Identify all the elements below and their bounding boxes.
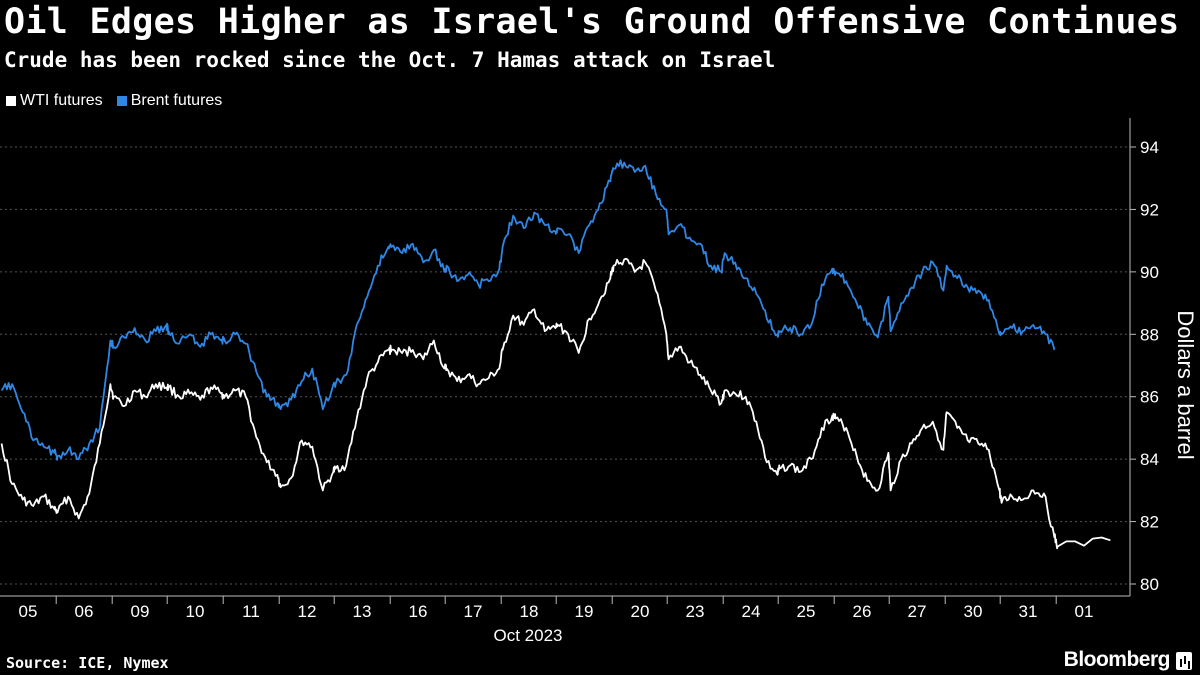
- legend-label-wti: WTI futures: [20, 92, 103, 109]
- x-tick-label: 25: [797, 602, 816, 621]
- x-tick-label: 27: [908, 602, 927, 621]
- x-tick-label: 31: [1019, 602, 1038, 621]
- y-tick-label: 92: [1140, 200, 1159, 219]
- legend-label-brent: Brent futures: [130, 92, 223, 109]
- legend-item-brent: Brent futures: [116, 92, 223, 110]
- series-line-wti: [0, 257, 1111, 550]
- x-tick-label: 10: [186, 602, 205, 621]
- y-tick-label: 90: [1140, 263, 1159, 282]
- legend-swatch-wti: [6, 96, 16, 106]
- x-tick-label: 24: [742, 602, 761, 621]
- y-axis-title: Dollars a barrel: [1173, 310, 1198, 459]
- x-tick-label: 09: [131, 602, 150, 621]
- bloomberg-chart-icon: [1176, 652, 1192, 670]
- x-tick-label: 26: [853, 602, 872, 621]
- x-tick-label: 12: [298, 602, 317, 621]
- x-tick-label: 23: [686, 602, 705, 621]
- x-tick-label: 06: [75, 602, 94, 621]
- x-tick-label: 05: [19, 602, 38, 621]
- x-tick-label: 19: [575, 602, 594, 621]
- x-tick-label: 18: [520, 602, 539, 621]
- x-tick-label: 30: [964, 602, 983, 621]
- x-tick-label: 20: [631, 602, 650, 621]
- chart-title: Oil Edges Higher as Israel's Ground Offe…: [4, 2, 1180, 42]
- chart-subtitle: Crude has been rocked since the Oct. 7 H…: [4, 48, 776, 72]
- x-axis-label: Oct 2023: [494, 626, 563, 645]
- y-tick-label: 86: [1140, 388, 1159, 407]
- series-line-brent: [0, 159, 1056, 461]
- legend: WTI futures Brent futures: [6, 92, 222, 110]
- legend-swatch-brent: [116, 96, 127, 106]
- x-tick-label: 16: [409, 602, 428, 621]
- x-tick-label: 01: [1075, 602, 1094, 621]
- source-note: Source: ICE, Nymex: [6, 654, 169, 672]
- bloomberg-logo: Bloomberg: [1063, 648, 1171, 671]
- y-tick-label: 80: [1140, 575, 1159, 594]
- legend-item-wti: WTI futures: [6, 92, 103, 110]
- y-tick-label: 84: [1140, 450, 1159, 469]
- x-tick-label: 17: [464, 602, 483, 621]
- y-tick-label: 82: [1140, 513, 1159, 532]
- y-tick-label: 88: [1140, 325, 1159, 344]
- x-tick-label: 11: [242, 602, 260, 621]
- x-tick-label: 13: [353, 602, 372, 621]
- y-tick-label: 94: [1140, 138, 1159, 157]
